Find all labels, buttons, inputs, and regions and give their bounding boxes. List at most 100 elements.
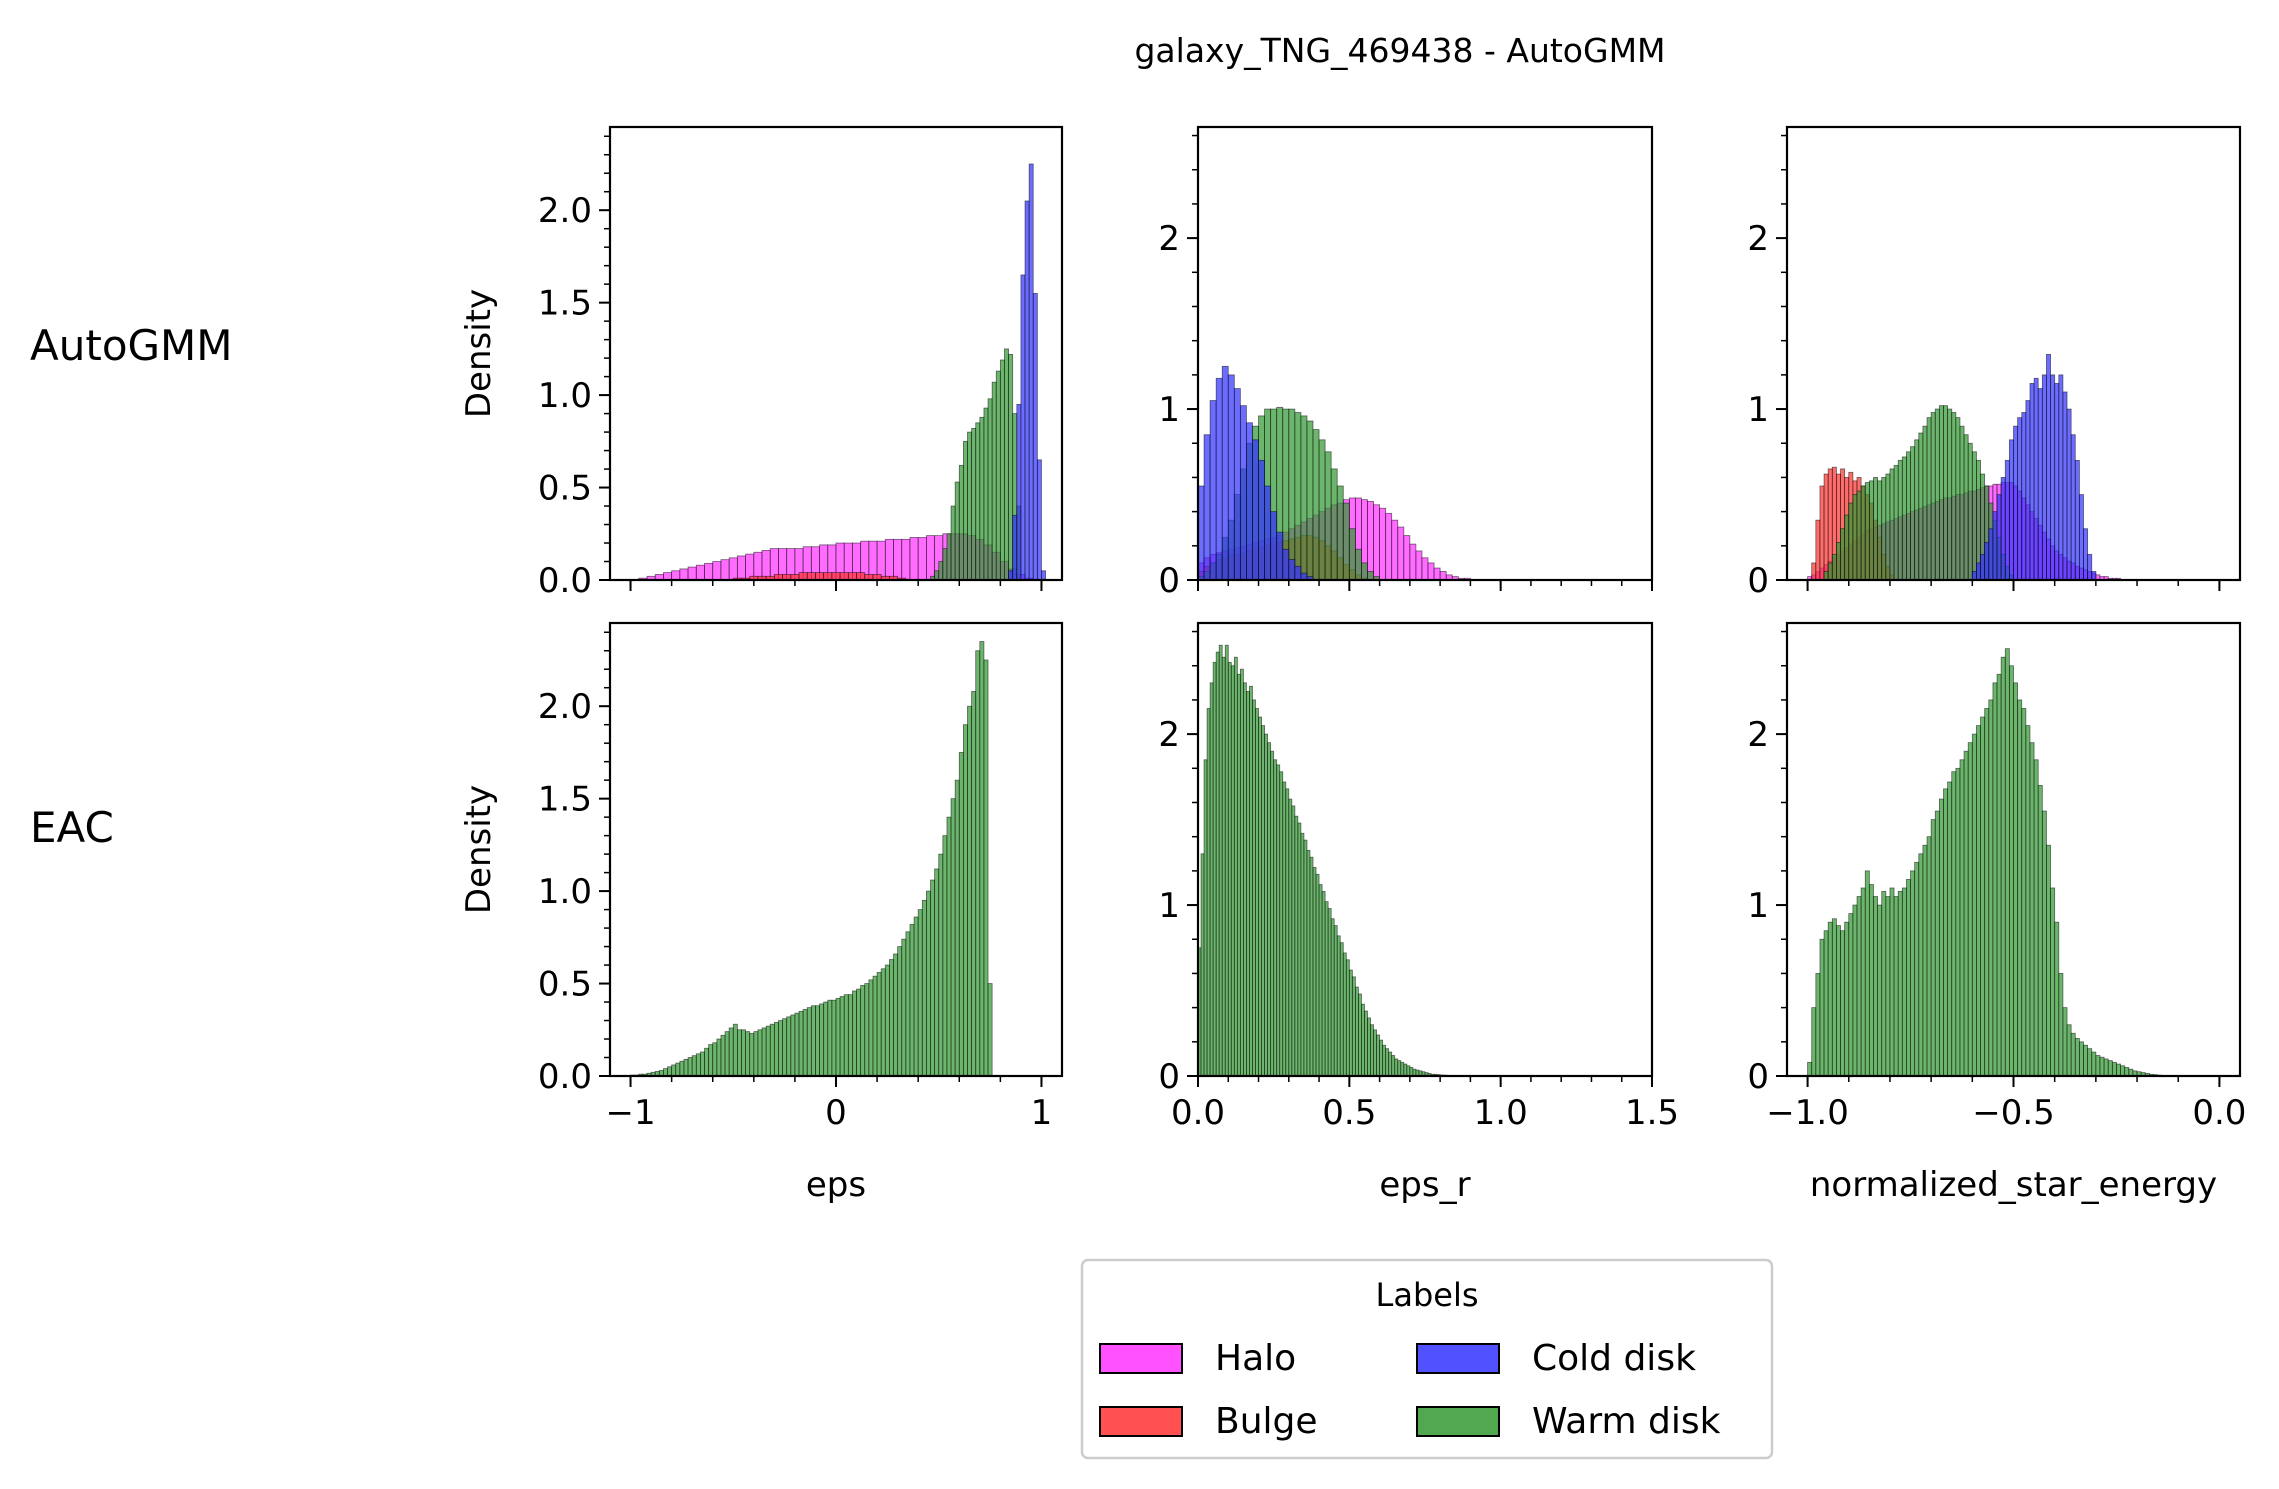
- y-tick-label: 2: [1158, 219, 1180, 259]
- bar-warm-disk: [1218, 644, 1223, 1076]
- bar-warm-disk: [1294, 412, 1302, 580]
- bar-warm-disk: [938, 853, 944, 1076]
- bar-warm-disk: [1370, 1024, 1374, 1076]
- bar-warm-disk: [1312, 429, 1320, 580]
- bar-warm-disk: [1354, 986, 1359, 1076]
- bar-warm-disk: [1877, 904, 1883, 1076]
- bar-warm-disk: [1819, 938, 1825, 1076]
- bar-cold-disk: [1258, 459, 1265, 580]
- bar-warm-disk: [1848, 913, 1854, 1076]
- bar-warm-disk: [1236, 673, 1241, 1076]
- bar-warm-disk: [897, 946, 903, 1076]
- x-tick-label: 1.0: [1474, 1093, 1528, 1133]
- bar-bulge: [847, 572, 857, 580]
- bar-warm-disk: [1230, 665, 1235, 1076]
- legend-swatch-halo: [1099, 1343, 1183, 1374]
- bar-cold-disk: [2000, 477, 2006, 580]
- bar-warm-disk: [1306, 420, 1314, 580]
- bar-warm-disk: [806, 1007, 812, 1076]
- bar-warm-disk: [1300, 415, 1308, 580]
- panel-eac-0-bars: [630, 641, 993, 1076]
- bar-warm-disk: [971, 427, 977, 580]
- bar-warm-disk: [1258, 716, 1262, 1076]
- bar-warm-disk: [847, 994, 853, 1076]
- y-tick-label: 1.0: [538, 872, 592, 912]
- x-tick-label: −1: [605, 1093, 655, 1133]
- bar-cold-disk: [2087, 553, 2093, 580]
- bar-warm-disk: [745, 1031, 751, 1076]
- bar-cold-disk: [1306, 576, 1314, 580]
- bar-warm-disk: [954, 481, 960, 580]
- bar-warm-disk: [1897, 890, 1903, 1076]
- bar-warm-disk: [2066, 1024, 2072, 1076]
- bar-warm-disk: [1992, 682, 1998, 1076]
- panel-autogmm-2-series-warm-disk: [1823, 405, 2014, 580]
- bar-halo: [926, 535, 936, 580]
- bar-warm-disk: [761, 1027, 767, 1076]
- y-tick-label: 2: [1747, 219, 1769, 259]
- panel-eac-1: 0.0 0.5 1.0 1.5 0 1 2 eps_r: [1158, 621, 1679, 1205]
- bar-warm-disk: [2062, 1007, 2068, 1076]
- bar-halo: [695, 564, 705, 580]
- bar-warm-disk: [1406, 1065, 1411, 1076]
- bar-warm-disk: [1385, 1048, 1390, 1076]
- bar-warm-disk: [1249, 685, 1253, 1076]
- bar-warm-disk: [2050, 887, 2056, 1076]
- bar-warm-disk: [1227, 661, 1232, 1076]
- bar-warm-disk: [979, 416, 985, 580]
- bar-halo: [1403, 535, 1411, 580]
- bar-warm-disk: [946, 533, 952, 580]
- y-tick-label: 2.0: [538, 687, 592, 727]
- bar-cold-disk: [1282, 548, 1290, 580]
- bar-warm-disk: [1224, 644, 1229, 1076]
- bar-warm-disk: [934, 868, 940, 1076]
- bar-warm-disk: [1261, 725, 1265, 1076]
- bar-warm-disk: [942, 835, 948, 1076]
- bar-cold-disk: [1252, 439, 1259, 580]
- bar-halo: [1385, 512, 1393, 580]
- y-tick-label: 0: [1158, 561, 1180, 601]
- bar-warm-disk: [1388, 1051, 1393, 1076]
- bar-warm-disk: [1004, 348, 1009, 580]
- y-tick-label: 2: [1747, 715, 1769, 755]
- bar-cold-disk: [1984, 541, 1990, 580]
- panel-autogmm-1-axes-frame: [1196, 125, 1654, 582]
- panel-autogmm-2: 0 1 2: [1747, 125, 2242, 601]
- bar-warm-disk: [1910, 446, 1916, 580]
- bar-warm-disk: [1336, 935, 1341, 1076]
- bar-warm-disk: [1922, 425, 1928, 580]
- bar-warm-disk: [819, 1003, 825, 1076]
- bar-halo: [1409, 543, 1417, 580]
- row-label-eac: EAC: [30, 803, 114, 852]
- bar-warm-disk: [1926, 836, 1932, 1076]
- bar-cold-disk: [2070, 434, 2076, 580]
- bar-bulge: [798, 572, 808, 580]
- bar-warm-disk: [1282, 781, 1287, 1076]
- bar-warm-disk: [1348, 528, 1356, 580]
- bar-warm-disk: [2124, 1067, 2130, 1076]
- bar-bulge: [1819, 485, 1825, 580]
- bar-warm-disk: [967, 431, 972, 580]
- bar-halo: [1373, 504, 1381, 580]
- bar-warm-disk: [880, 968, 886, 1076]
- bar-warm-disk: [987, 983, 993, 1076]
- bar-warm-disk: [1209, 682, 1214, 1076]
- legend-label-bulge: Bulge: [1215, 1401, 1318, 1442]
- y-tick-label: 0: [1747, 1057, 1769, 1097]
- bar-warm-disk: [1864, 870, 1870, 1076]
- bar-warm-disk: [724, 1031, 730, 1076]
- bar-warm-disk: [2111, 1061, 2117, 1076]
- bar-halo: [893, 538, 903, 580]
- bar-warm-disk: [786, 1016, 792, 1076]
- bar-warm-disk: [1815, 973, 1821, 1076]
- bar-cold-disk: [1036, 459, 1042, 580]
- bar-cold-disk: [2091, 571, 2097, 580]
- bar-warm-disk: [1996, 673, 2002, 1076]
- bar-warm-disk: [753, 1031, 759, 1076]
- bar-cold-disk: [2025, 400, 2031, 580]
- bar-warm-disk: [2013, 682, 2019, 1076]
- y-tick-label: 0.5: [538, 965, 592, 1005]
- bar-halo: [909, 537, 919, 580]
- bar-warm-disk: [1914, 439, 1920, 580]
- bar-warm-disk: [1276, 764, 1281, 1076]
